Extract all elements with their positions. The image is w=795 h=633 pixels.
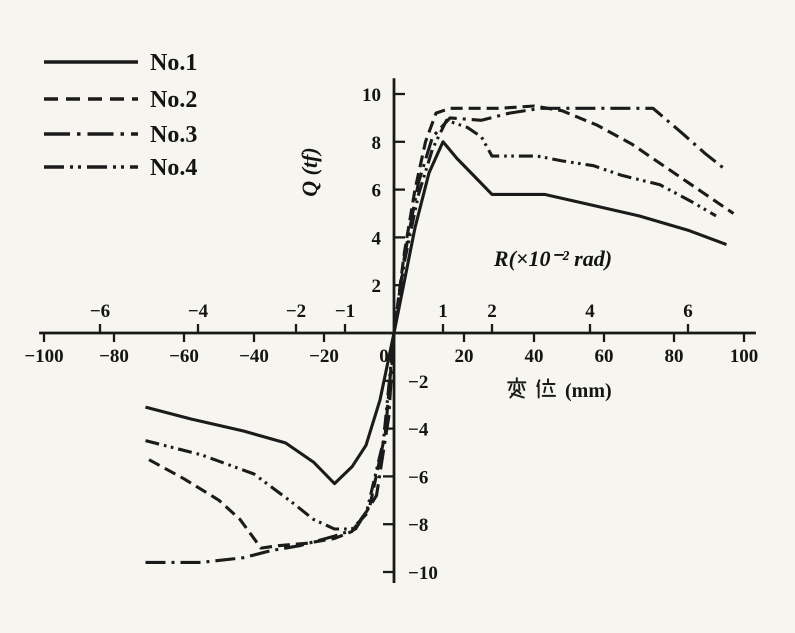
legend-item-no1: No.1 — [44, 50, 197, 76]
legend-item-no2: No.2 — [44, 87, 197, 113]
legend-label: No.4 — [150, 155, 197, 181]
x-tick-label: 0 — [379, 346, 389, 367]
y-tick-label: 4 — [372, 228, 382, 249]
legend-label: No.3 — [150, 122, 197, 148]
y-tick-label: −10 — [408, 563, 438, 584]
r-axis-title: R(×10⁻² rad) — [493, 246, 612, 271]
series-line-no3 — [145, 106, 728, 564]
r-tick-label: −4 — [188, 301, 209, 322]
r-tick-label: −1 — [335, 301, 355, 322]
r-tick-label: −2 — [286, 301, 306, 322]
x-tick-label: −40 — [239, 346, 269, 367]
y-tick-label: 10 — [362, 85, 381, 106]
y-axis-title: Q (tf) — [297, 147, 322, 196]
series-line-no2 — [148, 104, 735, 550]
r-tick-label: 1 — [438, 301, 448, 322]
x-tick-label: 20 — [455, 346, 474, 367]
y-tick-label: 8 — [372, 133, 382, 154]
x-tick-label: −80 — [99, 346, 129, 367]
x-axis-unit-label: (mm) — [565, 380, 612, 402]
x-tick-label: 60 — [595, 346, 614, 367]
x-axis-label-kanji — [536, 378, 557, 399]
axes: −100 −80 −60 −40 −20 0 20 40 60 80 100 −6 −4 −2 −1 1 2 4 6… — [24, 78, 759, 584]
r-tick-label: 6 — [683, 301, 693, 322]
x-axis-title: (mm) — [507, 377, 612, 402]
y-tick-label: −2 — [408, 372, 428, 393]
r-tick-label: 4 — [585, 301, 595, 322]
x-tick-label: 80 — [665, 346, 684, 367]
legend: No.1 No.2 No.3 No.4 — [44, 50, 197, 181]
legend-item-no3: No.3 — [44, 122, 197, 148]
x-tick-label: −100 — [24, 346, 63, 367]
x-tick-label: 100 — [730, 346, 759, 367]
y-tick-label: 6 — [372, 181, 382, 202]
x-tick-label: −60 — [169, 346, 199, 367]
r-tick-label: 2 — [487, 301, 497, 322]
series-line-no1 — [145, 140, 728, 486]
legend-item-no4: No.4 — [44, 155, 197, 181]
r-tick-label: −6 — [90, 301, 110, 322]
x-tick-label: 40 — [525, 346, 544, 367]
y-tick-label: −4 — [408, 420, 429, 441]
x-tick-label: −20 — [309, 346, 339, 367]
x-axis-label-kanji — [507, 377, 527, 399]
y-tick-label: −8 — [408, 515, 428, 536]
series-line-no4 — [145, 118, 717, 531]
legend-label: No.1 — [150, 50, 197, 76]
series-curves — [145, 104, 735, 564]
legend-label: No.2 — [150, 87, 197, 113]
y-tick-label: 2 — [372, 276, 382, 297]
y-tick-label: −6 — [408, 467, 428, 488]
